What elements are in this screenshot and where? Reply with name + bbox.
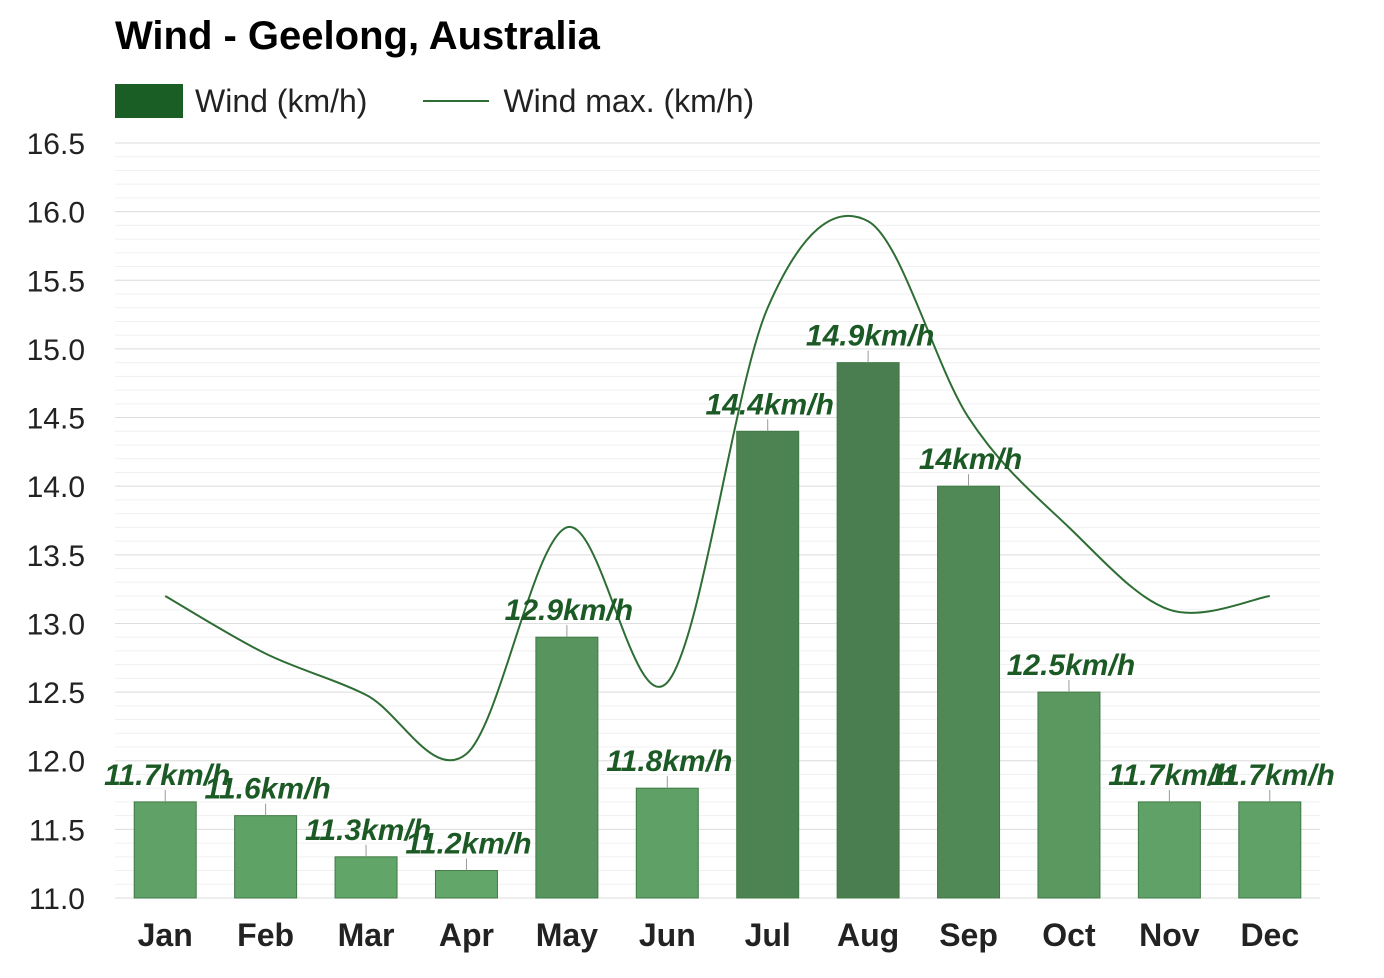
bar-oct[interactable] — [1037, 691, 1101, 899]
data-label: 11.2km/h — [405, 828, 531, 861]
data-label: 11.7km/h — [104, 759, 230, 792]
bar-nov[interactable] — [1137, 801, 1201, 899]
bar-feb[interactable] — [234, 815, 298, 899]
bar-jan[interactable] — [133, 801, 197, 899]
y-tick-label: 11.5 — [29, 814, 85, 847]
x-category-label: Nov — [1139, 917, 1200, 953]
y-tick-label: 14.5 — [27, 403, 85, 436]
data-label: 14.9km/h — [806, 320, 934, 353]
bar-apr[interactable] — [434, 870, 498, 899]
y-tick-label: 11.0 — [29, 883, 85, 916]
data-label: 12.5km/h — [1007, 649, 1135, 682]
x-category-label: Sep — [939, 917, 998, 953]
y-tick-label: 14.0 — [27, 471, 85, 504]
y-tick-label: 12.5 — [27, 677, 85, 710]
data-label: 14.4km/h — [705, 388, 833, 421]
bar-aug[interactable] — [836, 362, 900, 899]
bar-dec[interactable] — [1238, 801, 1302, 899]
y-tick-label: 15.5 — [27, 265, 85, 298]
x-category-label: Oct — [1042, 917, 1096, 953]
chart-title: Wind - Geelong, Australia — [115, 14, 600, 58]
data-label: 11.6km/h — [205, 773, 331, 806]
y-tick-label: 13.5 — [27, 540, 85, 573]
wind-max-line[interactable] — [164, 214, 1270, 762]
x-category-label: Aug — [837, 917, 899, 953]
legend-line-wind-max — [423, 100, 490, 102]
x-category-label: Jul — [745, 917, 791, 953]
data-label: 11.7km/h — [1108, 759, 1234, 792]
y-tick-label: 15.0 — [27, 334, 85, 367]
x-category-label: Jan — [138, 917, 193, 953]
legend-item-wind-max[interactable]: Wind max. (km/h) — [423, 83, 754, 120]
legend-item-wind[interactable]: Wind (km/h) — [115, 83, 367, 120]
bar-jun[interactable] — [635, 787, 699, 899]
bar-jul[interactable] — [736, 430, 800, 899]
x-category-label: Apr — [439, 917, 494, 953]
bar-may[interactable] — [535, 636, 599, 899]
y-tick-label: 16.5 — [27, 128, 85, 161]
y-tick-label: 12.0 — [27, 746, 85, 779]
data-label: 12.9km/h — [505, 594, 633, 627]
data-label: 11.8km/h — [606, 745, 732, 778]
x-category-label: Dec — [1240, 917, 1299, 953]
y-tick-label: 13.0 — [27, 608, 85, 641]
data-label: 14km/h — [919, 443, 1022, 476]
x-category-label: Jun — [639, 917, 696, 953]
bar-mar[interactable] — [334, 856, 398, 899]
data-label: 11.3km/h — [305, 814, 431, 847]
legend: Wind (km/h) Wind max. (km/h) — [115, 78, 810, 124]
x-category-label: May — [536, 917, 598, 953]
data-label: 11.7km/h — [1209, 759, 1335, 792]
bar-sep[interactable] — [937, 485, 1001, 899]
legend-label-wind: Wind (km/h) — [195, 82, 368, 119]
y-tick-label: 16.0 — [27, 197, 85, 230]
x-category-label: Feb — [237, 917, 294, 953]
legend-label-wind-max: Wind max. (km/h) — [503, 82, 755, 119]
x-category-label: Mar — [338, 917, 395, 953]
legend-swatch-wind — [115, 84, 183, 118]
